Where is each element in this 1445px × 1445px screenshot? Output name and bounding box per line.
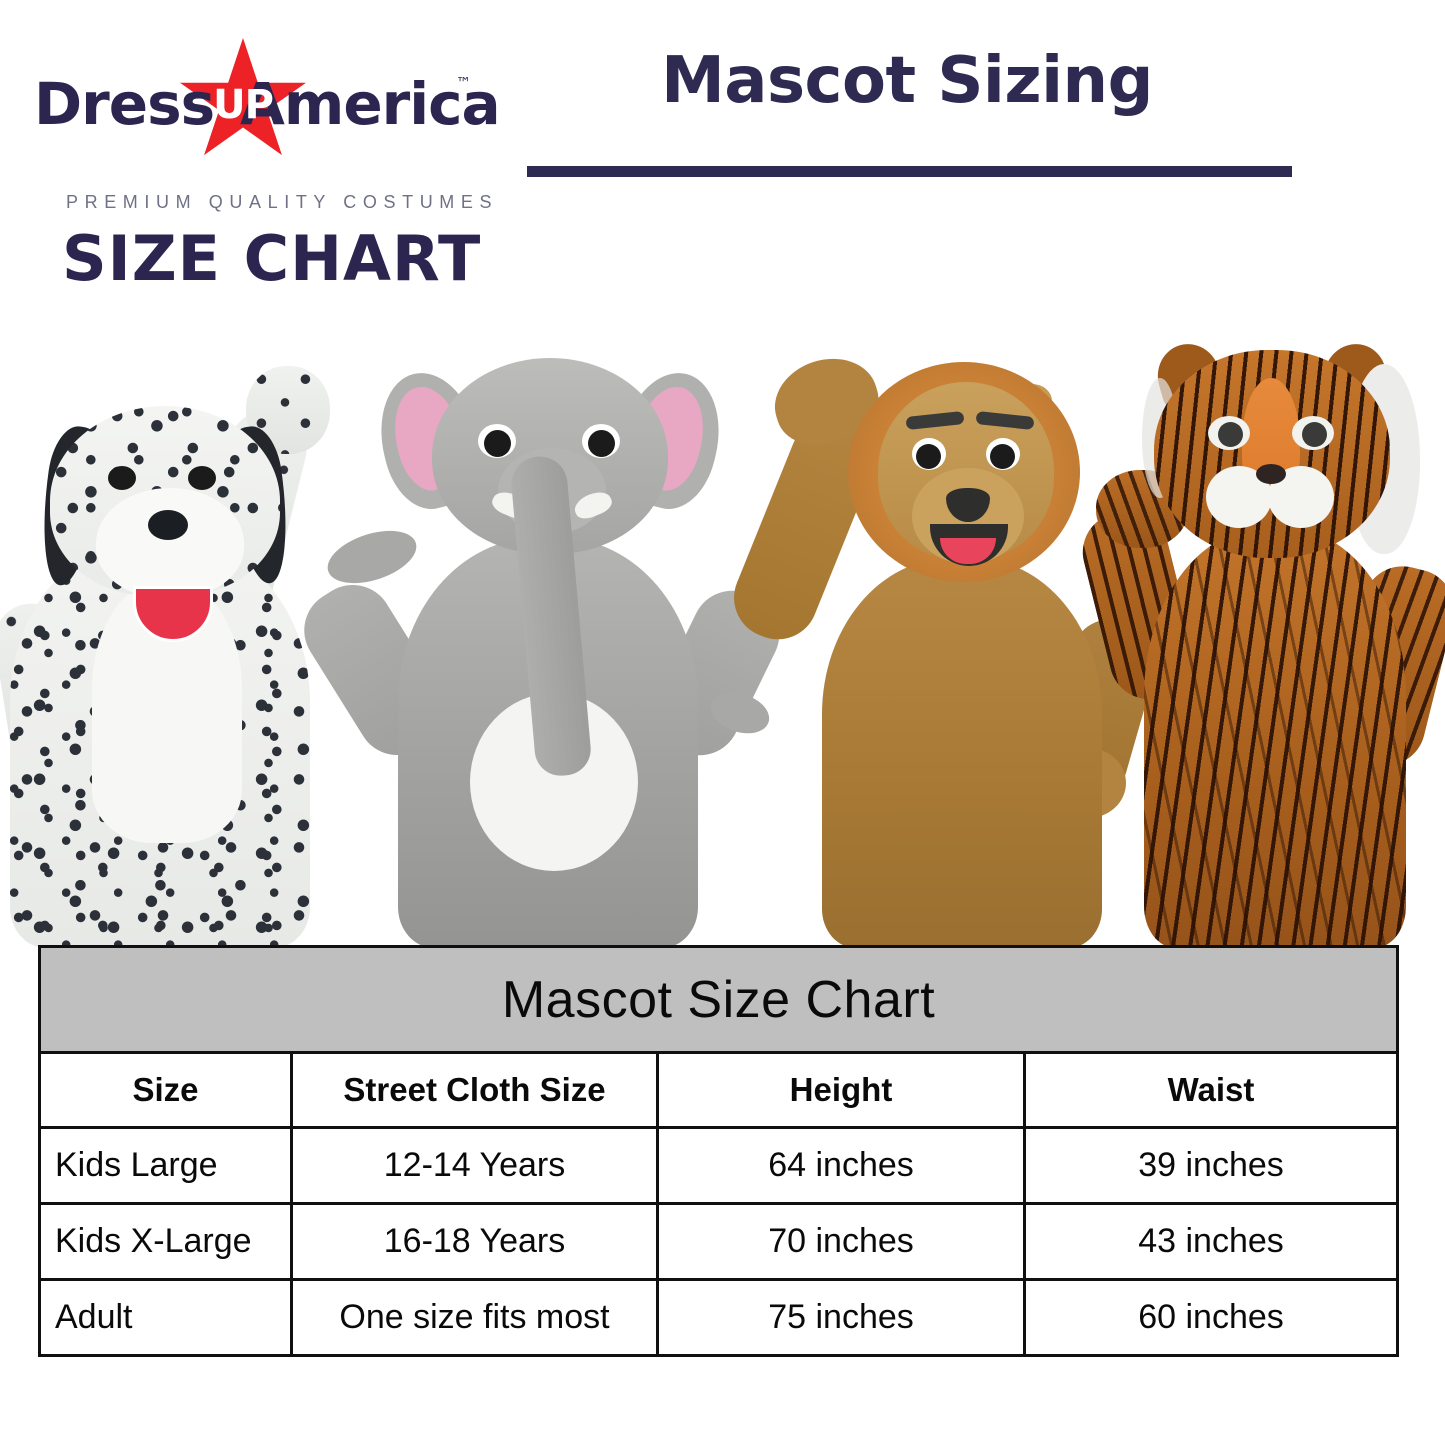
brand-logo-block: Dress UP America ™ PREMIUM QUALITY COSTU… — [32, 34, 501, 295]
cell-street: 12-14 Years — [290, 1126, 659, 1205]
dog-snout — [96, 488, 244, 598]
lion-mascot — [721, 345, 1166, 948]
cell-height: 64 inches — [656, 1126, 1026, 1205]
table-title: Mascot Size Chart — [38, 945, 1399, 1054]
elephant-left-hand — [321, 520, 423, 594]
tiger-nose — [1256, 464, 1286, 484]
logo-word-dress: Dress — [34, 70, 215, 138]
mascot-photo-strip — [0, 300, 1445, 948]
dog-eye-right — [188, 466, 216, 490]
dalmatian-dog-mascot — [0, 348, 340, 948]
cell-waist: 60 inches — [1023, 1278, 1399, 1357]
elephant-pupil-left — [484, 430, 511, 457]
tiger-body — [1144, 528, 1406, 948]
table-row: Kids X-Large 16-18 Years 70 inches 43 in… — [38, 1202, 1399, 1281]
title-divider — [527, 166, 1292, 177]
elephant-pupil-right — [588, 430, 615, 457]
cell-height: 70 inches — [656, 1202, 1026, 1281]
cell-waist: 43 inches — [1023, 1202, 1399, 1281]
cell-street: 16-18 Years — [290, 1202, 659, 1281]
logo-word-up: UP — [213, 82, 274, 128]
cell-street: One size fits most — [290, 1278, 659, 1357]
cell-size: Kids X-Large — [38, 1202, 293, 1281]
tiger-pupil-left — [1218, 422, 1243, 447]
mascot-size-chart-table: Mascot Size Chart Size Street Cloth Size… — [38, 945, 1399, 1357]
lion-pupil-left — [916, 444, 941, 469]
trademark-symbol: ™ — [456, 74, 471, 92]
dog-eye-left — [108, 466, 136, 490]
lion-body — [822, 558, 1102, 948]
page-header: Dress UP America ™ PREMIUM QUALITY COSTU… — [0, 0, 1445, 300]
table-title-row: Mascot Size Chart — [38, 945, 1399, 1054]
dress-up-america-logo: Dress UP America ™ — [32, 34, 501, 156]
dog-nose — [148, 510, 188, 540]
column-header-street: Street Cloth Size — [290, 1051, 659, 1129]
size-chart-heading: SIZE CHART — [62, 222, 482, 295]
cell-waist: 39 inches — [1023, 1126, 1399, 1205]
lion-pupil-right — [990, 444, 1015, 469]
cell-size: Kids Large — [38, 1126, 293, 1205]
tiger-pupil-right — [1302, 422, 1327, 447]
brand-tagline: PREMIUM QUALITY COSTUMES — [66, 192, 499, 212]
page-title: Mascot Sizing — [661, 44, 1153, 118]
column-header-height: Height — [656, 1051, 1026, 1129]
cell-height: 75 inches — [656, 1278, 1026, 1357]
tiger-mascot — [1074, 336, 1445, 948]
column-header-waist: Waist — [1023, 1051, 1399, 1129]
table-header-row: Size Street Cloth Size Height Waist — [38, 1051, 1399, 1129]
logo-word-america: America — [240, 70, 501, 138]
column-header-size: Size — [38, 1051, 293, 1129]
table-row: Adult One size fits most 75 inches 60 in… — [38, 1278, 1399, 1357]
cell-size: Adult — [38, 1278, 293, 1357]
elephant-mascot — [289, 338, 793, 948]
table-row: Kids Large 12-14 Years 64 inches 39 inch… — [38, 1126, 1399, 1205]
